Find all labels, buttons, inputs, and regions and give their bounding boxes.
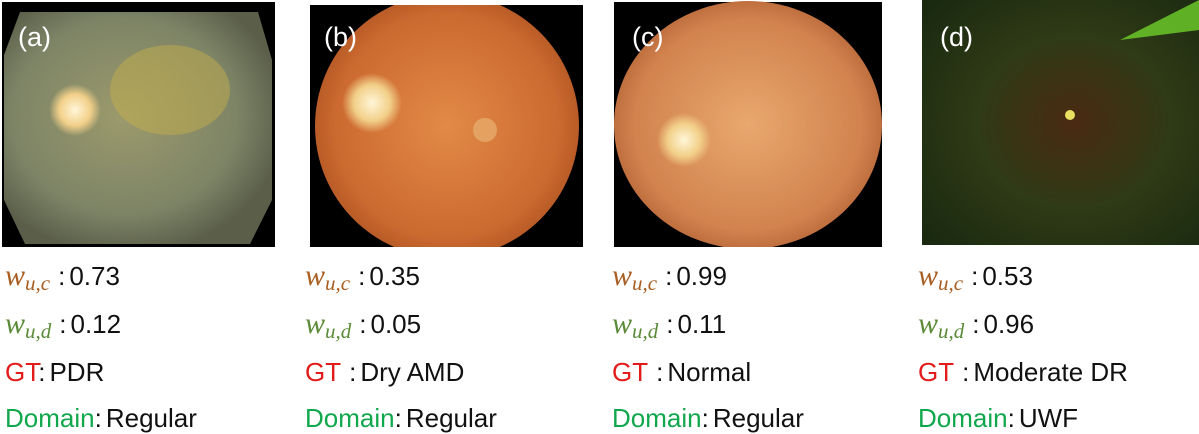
symbol: w — [5, 307, 26, 340]
panel-label: (c) — [632, 22, 663, 52]
weight-line: wu,d:0.96 — [918, 300, 1128, 348]
subscript: u,c — [938, 271, 964, 295]
symbol: w — [612, 307, 633, 340]
separator: : — [358, 261, 366, 291]
image-d: (d) — [922, 0, 1199, 245]
separator: : — [962, 357, 970, 387]
domain-value: Regular — [405, 403, 497, 433]
subscript: u,c — [632, 271, 658, 295]
weight-value: 0.99 — [676, 261, 727, 291]
weight-value: 0.11 — [677, 309, 727, 339]
gt-value: Dry AMD — [360, 357, 465, 387]
gt-key: GT — [918, 357, 955, 387]
gt-line: GT: Dry AMD — [305, 348, 497, 394]
symbol: w — [918, 307, 939, 340]
weight-line: wu,d:0.05 — [305, 300, 497, 348]
weight-symbol: wu,d — [918, 307, 965, 343]
symbol: w — [612, 259, 633, 292]
gt-value: Normal — [667, 357, 752, 387]
weight-line: wu,c:0.99 — [612, 252, 804, 300]
gt-key: GT — [5, 357, 39, 387]
gt-line: GT: Moderate DR — [918, 348, 1128, 394]
separator: : — [59, 309, 67, 339]
domain-value: Regular — [105, 403, 197, 433]
symbol: w — [305, 259, 326, 292]
separator: : — [656, 357, 664, 387]
subscript: u,d — [25, 319, 52, 343]
weight-value: 0.53 — [982, 261, 1033, 291]
panel-text: wu,c:0.73 wu,d:0.12 GT: PDR Domain: Regular — [5, 252, 197, 434]
weight-value: 0.73 — [69, 261, 120, 291]
image-c: (c) — [600, 1, 890, 250]
domain-line: Domain: UWF — [918, 394, 1128, 434]
weight-symbol: wu,c — [918, 259, 964, 295]
symbol: w — [918, 259, 939, 292]
domain-line: Domain: Regular — [5, 394, 197, 434]
weight-line: wu,d:0.11 — [612, 300, 804, 348]
subscript: u,c — [25, 271, 51, 295]
gt-key: GT — [305, 357, 342, 387]
gt-line: GT: PDR — [5, 348, 197, 394]
symbol: w — [5, 259, 26, 292]
panel-text: wu,c:0.99 wu,d:0.11 GT: Normal Domain: Regula… — [612, 252, 804, 434]
weight-symbol: wu,c — [5, 259, 51, 295]
separator: : — [94, 403, 102, 433]
separator: : — [666, 309, 674, 339]
domain-value: Regular — [712, 403, 804, 433]
weight-line: wu,c:0.53 — [918, 252, 1128, 300]
domain-key: Domain — [918, 403, 1008, 433]
weight-symbol: wu,d — [305, 307, 352, 343]
gt-value: Moderate DR — [973, 357, 1128, 387]
separator: : — [665, 261, 673, 291]
images: (a) (b) (c) (d) — [2, 0, 1199, 250]
separator: : — [38, 357, 46, 387]
separator: : — [359, 309, 367, 339]
gt-value: PDR — [49, 357, 105, 387]
weight-line: wu,d:0.12 — [5, 300, 197, 348]
panel-text: wu,c:0.53 wu,d:0.96 GT: Moderate DR Domain: U… — [918, 252, 1128, 434]
gt-line: GT: Normal — [612, 348, 804, 394]
weight-symbol: wu,c — [305, 259, 351, 295]
subscript: u,d — [938, 319, 965, 343]
separator: : — [394, 403, 402, 433]
separator: : — [971, 261, 979, 291]
weight-value: 0.12 — [70, 309, 122, 339]
panel-label: (a) — [18, 22, 51, 52]
domain-line: Domain: Regular — [305, 394, 497, 434]
weight-value: 0.96 — [983, 309, 1035, 339]
domain-key: Domain — [305, 403, 395, 433]
subscript: u,c — [325, 271, 351, 295]
weight-value: 0.35 — [369, 261, 420, 291]
weight-line: wu,c:0.35 — [305, 252, 497, 300]
domain-key: Domain — [612, 403, 702, 433]
panel-text: wu,c:0.35 wu,d:0.05 GT: Dry AMD Domain: Regul… — [305, 252, 497, 434]
subscript: u,d — [632, 319, 659, 343]
weight-symbol: wu,d — [5, 307, 52, 343]
image-a: (a) — [2, 2, 275, 247]
separator: : — [1007, 403, 1015, 433]
separator: : — [972, 309, 980, 339]
panel-label: (d) — [940, 22, 973, 52]
separator: : — [701, 403, 709, 433]
weight-symbol: wu,d — [612, 307, 659, 343]
symbol: w — [305, 307, 326, 340]
weight-symbol: wu,c — [612, 259, 658, 295]
panel-label: (b) — [324, 22, 357, 52]
separator: : — [58, 261, 66, 291]
weight-line: wu,c:0.73 — [5, 252, 197, 300]
gt-key: GT — [612, 357, 649, 387]
domain-value: UWF — [1018, 403, 1079, 433]
domain-line: Domain: Regular — [612, 394, 804, 434]
separator: : — [349, 357, 357, 387]
weight-value: 0.05 — [370, 309, 422, 339]
image-b: (b) — [310, 0, 583, 250]
subscript: u,d — [325, 319, 352, 343]
domain-key: Domain — [5, 403, 95, 433]
